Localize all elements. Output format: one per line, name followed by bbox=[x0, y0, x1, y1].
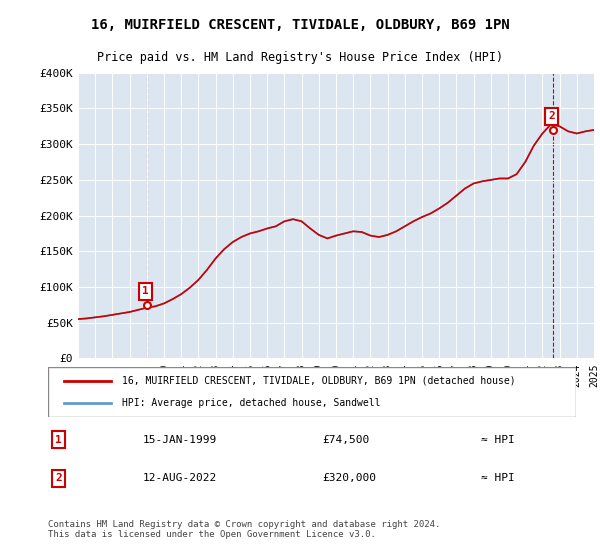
Text: £320,000: £320,000 bbox=[323, 473, 377, 483]
Text: 15-JAN-1999: 15-JAN-1999 bbox=[143, 435, 217, 445]
FancyBboxPatch shape bbox=[48, 367, 576, 417]
Text: 1: 1 bbox=[142, 287, 149, 296]
Text: Contains HM Land Registry data © Crown copyright and database right 2024.
This d: Contains HM Land Registry data © Crown c… bbox=[48, 520, 440, 539]
Text: 2: 2 bbox=[55, 473, 62, 483]
Text: 2: 2 bbox=[548, 111, 554, 121]
Text: 16, MUIRFIELD CRESCENT, TIVIDALE, OLDBURY, B69 1PN: 16, MUIRFIELD CRESCENT, TIVIDALE, OLDBUR… bbox=[91, 18, 509, 32]
Text: 1: 1 bbox=[55, 435, 62, 445]
Text: ≈ HPI: ≈ HPI bbox=[481, 473, 515, 483]
Text: £74,500: £74,500 bbox=[323, 435, 370, 445]
Text: 16, MUIRFIELD CRESCENT, TIVIDALE, OLDBURY, B69 1PN (detached house): 16, MUIRFIELD CRESCENT, TIVIDALE, OLDBUR… bbox=[122, 376, 515, 386]
Text: 12-AUG-2022: 12-AUG-2022 bbox=[143, 473, 217, 483]
Text: ≈ HPI: ≈ HPI bbox=[481, 435, 515, 445]
Text: HPI: Average price, detached house, Sandwell: HPI: Average price, detached house, Sand… bbox=[122, 398, 380, 408]
Text: Price paid vs. HM Land Registry's House Price Index (HPI): Price paid vs. HM Land Registry's House … bbox=[97, 51, 503, 64]
